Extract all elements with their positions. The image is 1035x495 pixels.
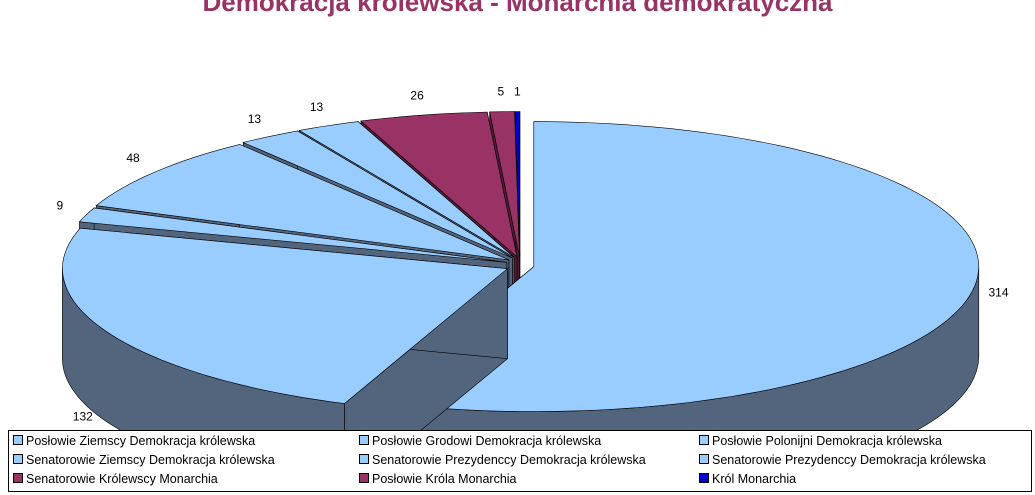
pie-slice xyxy=(62,227,509,430)
pie-slice-top xyxy=(369,121,980,412)
pie-slice-top xyxy=(514,111,521,257)
legend-label: Król Monarchia xyxy=(712,472,797,486)
legend-swatch xyxy=(13,435,23,445)
data-label: 13 xyxy=(310,100,324,114)
data-label: 26 xyxy=(410,88,424,102)
legend-swatch xyxy=(359,454,369,464)
legend-item: Posłowie Grodowi Demokracja królewska xyxy=(359,434,601,448)
legend-swatch xyxy=(699,435,709,445)
chart-title: Demokracja królewska - Monarchia demokra… xyxy=(202,0,833,17)
legend-item: Posłowie Polonijni Demokracja królewska xyxy=(699,434,942,448)
legend-swatch xyxy=(359,473,369,483)
pie-slice-top xyxy=(360,111,518,258)
legend-label: Senatorowie Prezydenccy Demokracja króle… xyxy=(712,453,986,467)
legend-swatch xyxy=(699,454,709,464)
legend-label: Senatorowie Królewscy Monarchia xyxy=(26,472,218,486)
legend-item: Posłowie Króla Monarchia xyxy=(359,472,517,486)
pie-slice-top xyxy=(95,144,510,261)
legend-label: Senatorowie Prezydenccy Demokracja króle… xyxy=(372,453,646,467)
data-label: 132 xyxy=(73,410,93,424)
legend: Posłowie Ziemscy Demokracja królewska Pos… xyxy=(8,430,1032,492)
legend-item: Posłowie Ziemscy Demokracja królewska xyxy=(13,434,255,448)
legend-swatch xyxy=(699,473,709,483)
legend-swatch xyxy=(359,435,369,445)
data-label: 9 xyxy=(56,199,63,213)
legend-item: Senatorowie Królewscy Monarchia xyxy=(13,472,218,486)
legend-swatch xyxy=(13,473,23,483)
legend-label: Posłowie Ziemscy Demokracja królewska xyxy=(26,434,256,448)
legend-item: Senatorowie Prezydenccy Demokracja króle… xyxy=(699,453,986,467)
legend-label: Posłowie Grodowi Demokracja królewska xyxy=(372,434,602,448)
legend-item: Król Monarchia xyxy=(699,472,796,486)
legend-label: Posłowie Króla Monarchia xyxy=(372,472,517,486)
data-label: 314 xyxy=(988,286,1008,300)
legend-item: Senatorowie Ziemscy Demokracja królewska xyxy=(13,453,275,467)
legend-item: Senatorowie Prezydenccy Demokracja króle… xyxy=(359,453,646,467)
data-label: 48 xyxy=(126,151,140,165)
pie-slice-top xyxy=(62,227,509,404)
legend-label: Senatorowie Ziemscy Demokracja królewska xyxy=(26,453,275,467)
data-label: 1 xyxy=(514,85,521,99)
data-label: 13 xyxy=(248,112,262,126)
pie-slice-top xyxy=(298,121,515,258)
legend-swatch xyxy=(13,454,23,464)
pie-slice-top xyxy=(489,111,520,257)
pie-slice-top xyxy=(78,207,507,263)
legend-label: Posłowie Polonijni Demokracja królewska xyxy=(712,434,942,448)
pie-chart: 314 132 9 48 13 13 26 5 1 xyxy=(56,85,1009,430)
pie-slice-top xyxy=(242,130,513,259)
data-label: 5 xyxy=(498,85,505,99)
